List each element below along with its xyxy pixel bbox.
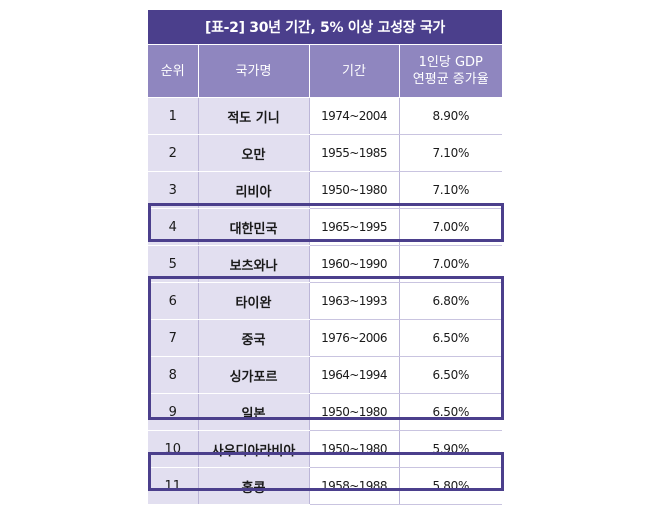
growth-cell: 7.10% [399, 134, 502, 172]
country-cell: 보츠와나 [198, 245, 310, 283]
country-cell: 리비아 [198, 171, 310, 209]
table-row: 7 중국 1976~2006 6.50% [148, 319, 502, 357]
rank-cell: 7 [148, 319, 199, 357]
table-title: [표-2] 30년 기간, 5% 이상 고성장 국가 [148, 10, 502, 45]
rank-cell: 9 [148, 393, 199, 431]
growth-cell: 6.50% [399, 319, 502, 357]
period-cell: 1976~2006 [309, 319, 400, 357]
table-row: 9 일본 1950~1980 6.50% [148, 393, 502, 431]
growth-cell: 7.10% [399, 171, 502, 209]
rank-cell: 4 [148, 208, 199, 246]
header-row: 순위 국가명 기간 1인당 GDP 연평균 증가율 [148, 45, 502, 98]
growth-cell: 6.50% [399, 356, 502, 394]
table-row: 5 보츠와나 1960~1990 7.00% [148, 245, 502, 283]
country-cell: 싱가포르 [198, 356, 310, 394]
country-cell: 홍콩 [198, 467, 310, 505]
growth-cell: 7.00% [399, 245, 502, 283]
header-growth: 1인당 GDP 연평균 증가율 [399, 45, 502, 98]
header-growth-line2: 연평균 증가율 [412, 72, 489, 87]
rank-cell: 3 [148, 171, 199, 209]
country-cell: 대한민국 [198, 208, 310, 246]
growth-cell: 5.90% [399, 430, 502, 468]
growth-cell: 6.50% [399, 393, 502, 431]
rank-cell: 10 [148, 430, 199, 468]
rank-cell: 8 [148, 356, 199, 394]
period-cell: 1960~1990 [309, 245, 400, 283]
country-cell: 타이완 [198, 282, 310, 320]
period-cell: 1964~1994 [309, 356, 400, 394]
table-row: 11 홍콩 1958~1988 5.80% [148, 467, 502, 505]
country-cell: 일본 [198, 393, 310, 431]
country-cell: 적도 기니 [198, 97, 310, 135]
rank-cell: 11 [148, 467, 199, 505]
country-cell: 중국 [198, 319, 310, 357]
country-cell: 사우디아라비아 [198, 430, 310, 468]
rank-cell: 6 [148, 282, 199, 320]
data-table: 순위 국가명 기간 1인당 GDP 연평균 증가율 1 적도 기니 1974~2… [148, 45, 502, 505]
header-rank: 순위 [148, 45, 199, 98]
table-row: 8 싱가포르 1964~1994 6.50% [148, 356, 502, 394]
header-country: 국가명 [198, 45, 310, 98]
table-row: 4 대한민국 1965~1995 7.00% [148, 208, 502, 246]
period-cell: 1950~1980 [309, 393, 400, 431]
rank-cell: 1 [148, 97, 199, 135]
country-cell: 오만 [198, 134, 310, 172]
rank-cell: 2 [148, 134, 199, 172]
table-row: 6 타이완 1963~1993 6.80% [148, 282, 502, 320]
table-row: 2 오만 1955~1985 7.10% [148, 134, 502, 172]
table-row: 1 적도 기니 1974~2004 8.90% [148, 97, 502, 135]
period-cell: 1974~2004 [309, 97, 400, 135]
growth-cell: 7.00% [399, 208, 502, 246]
period-cell: 1958~1988 [309, 467, 400, 505]
growth-cell: 5.80% [399, 467, 502, 505]
growth-cell: 8.90% [399, 97, 502, 135]
table-row: 3 리비아 1950~1980 7.10% [148, 171, 502, 209]
period-cell: 1963~1993 [309, 282, 400, 320]
table-row: 10 사우디아라비아 1950~1980 5.90% [148, 430, 502, 468]
growth-cell: 6.80% [399, 282, 502, 320]
header-period: 기간 [309, 45, 400, 98]
gdp-growth-table: [표-2] 30년 기간, 5% 이상 고성장 국가 순위 국가명 기간 1인당… [148, 10, 502, 505]
rank-cell: 5 [148, 245, 199, 283]
period-cell: 1950~1980 [309, 171, 400, 209]
period-cell: 1955~1985 [309, 134, 400, 172]
period-cell: 1950~1980 [309, 430, 400, 468]
header-growth-line1: 1인당 GDP [418, 55, 483, 70]
period-cell: 1965~1995 [309, 208, 400, 246]
